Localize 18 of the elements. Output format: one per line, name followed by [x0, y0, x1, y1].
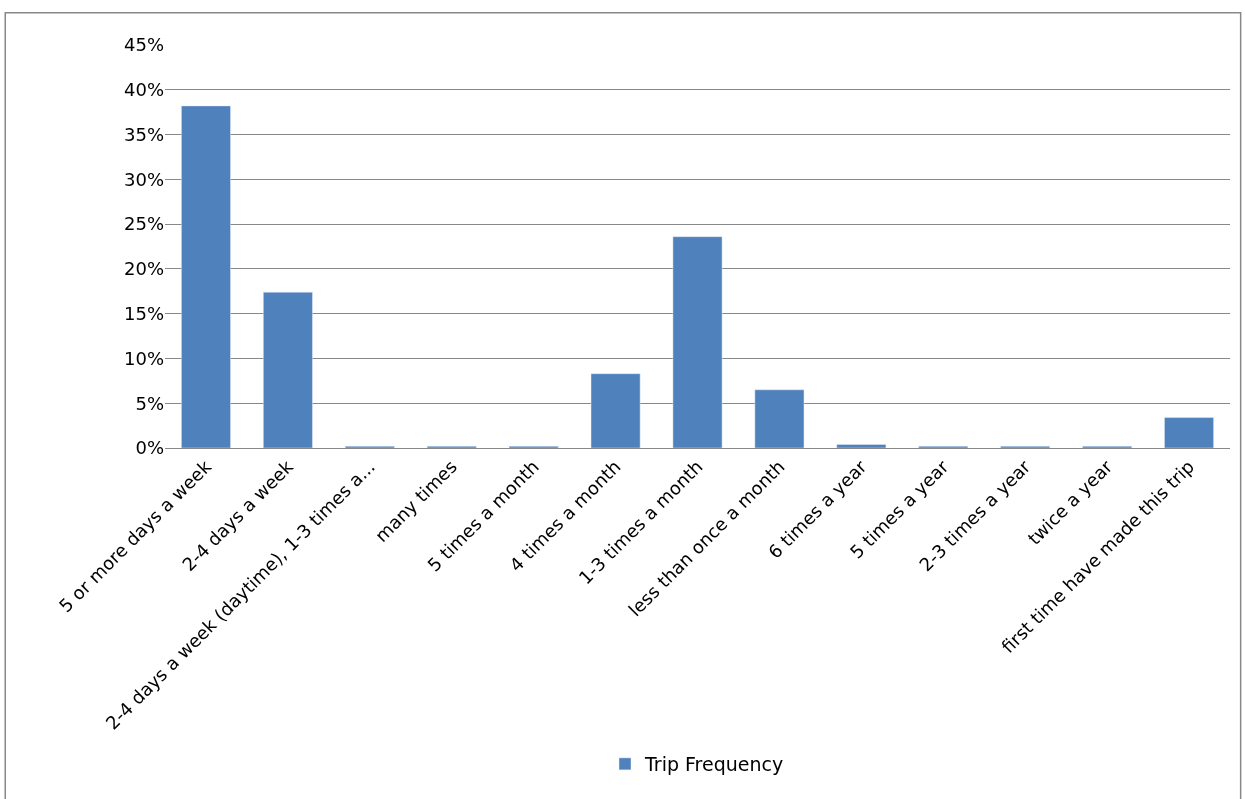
y-tick-label: 5%	[135, 392, 164, 414]
bar	[754, 389, 805, 449]
y-tick-label: 45%	[123, 34, 164, 56]
bar	[836, 444, 887, 449]
bar	[590, 373, 641, 449]
y-tick-label: 15%	[123, 302, 164, 324]
y-tick-label: 30%	[123, 168, 164, 190]
bar	[181, 105, 231, 449]
bar	[1164, 417, 1214, 449]
bar	[263, 291, 313, 449]
y-tick-label: 20%	[123, 258, 164, 280]
y-tick-label: 10%	[123, 347, 164, 369]
y-tick-label: 25%	[123, 213, 164, 235]
y-tick-label: 0%	[135, 437, 164, 459]
y-tick-label: 35%	[123, 123, 164, 145]
legend-label: Trip Frequency	[644, 753, 784, 776]
y-tick-label: 40%	[123, 79, 164, 101]
bar	[672, 236, 723, 449]
